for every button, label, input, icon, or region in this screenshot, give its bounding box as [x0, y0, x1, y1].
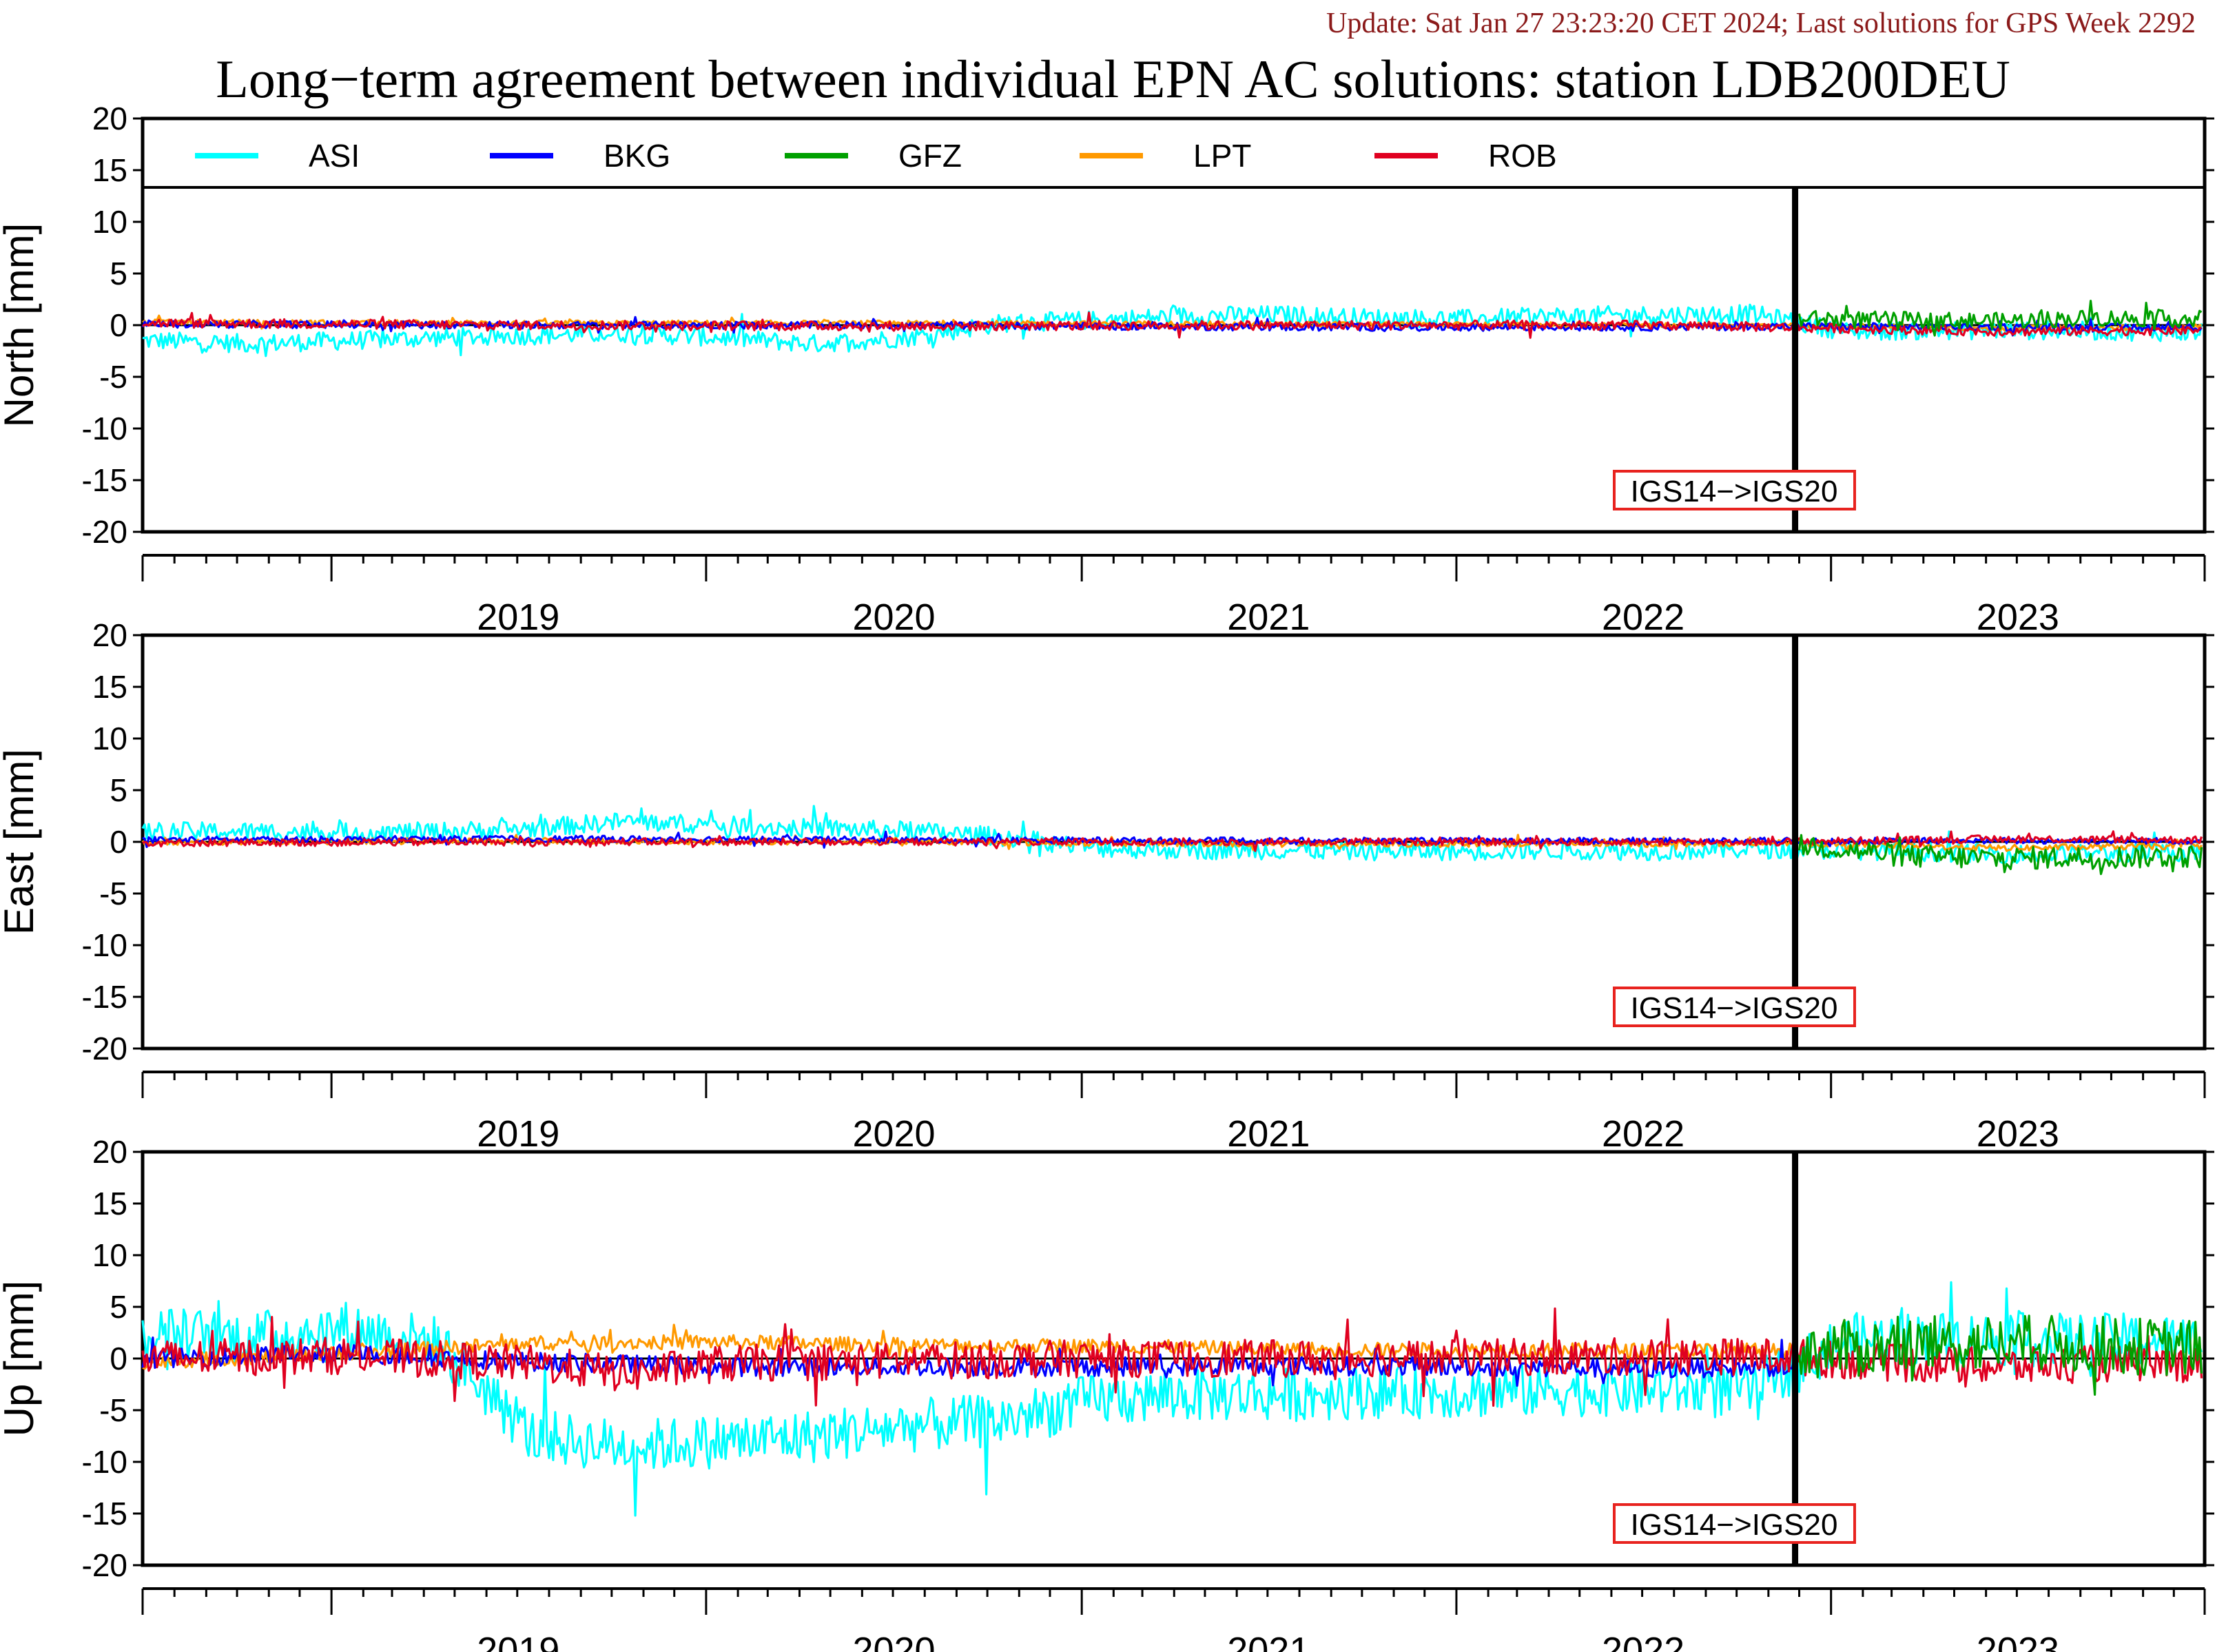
series-line-bkg	[141, 1332, 1797, 1387]
y-tick-label: 0	[110, 824, 127, 860]
y-tick-label: -10	[82, 411, 127, 446]
legend-background	[145, 121, 2202, 185]
x-tick-label: 2020	[852, 597, 935, 638]
series-line-gfz	[1797, 834, 2203, 876]
y-axis-label: Up [mm]	[0, 1281, 42, 1437]
x-tick-label: 2021	[1227, 1630, 1310, 1652]
legend-label-lpt: LPT	[1193, 138, 1251, 174]
x-tick-label: 2021	[1227, 1113, 1310, 1155]
y-tick-label: -15	[82, 462, 127, 498]
y-tick-label: 15	[92, 152, 127, 188]
x-tick-label: 2023	[1977, 597, 2059, 638]
y-tick-label: -5	[99, 1392, 127, 1428]
series-line-asi	[142, 303, 2203, 358]
y-tick-label: -15	[82, 979, 127, 1015]
y-tick-label: 15	[92, 669, 127, 705]
y-tick-label: -20	[82, 1031, 127, 1066]
x-tick-label: 2022	[1602, 1113, 1684, 1155]
y-tick-label: 10	[92, 204, 127, 240]
frame-change-label: IGS14−>IGS20	[1631, 991, 1838, 1025]
y-tick-label: -5	[99, 876, 127, 911]
update-note: Update: Sat Jan 27 23:23:20 CET 2024; La…	[1326, 8, 2196, 39]
panel-east: 20 15 10 5 0 -5 -10 -15 -20 East [mm] IGS14−>IGS20…	[0, 617, 2214, 1155]
x-tick-label: 2020	[852, 1630, 935, 1652]
legend-label-rob: ROB	[1488, 138, 1557, 174]
x-tick-label: 2021	[1227, 597, 1310, 638]
x-tick-label: 2022	[1602, 597, 1684, 638]
y-tick-label: -20	[82, 514, 127, 550]
chart-title: Long−term agreement between individual E…	[216, 49, 2010, 109]
legend: ASI BKG GFZ LPT ROB	[143, 121, 2205, 189]
panel-north: 20 15 10 5 0 -5 -10 -15 -20 North [mm] IGS14−>IGS2…	[0, 101, 2214, 638]
series-line-rob	[142, 311, 2202, 339]
y-tick-label: 10	[92, 721, 127, 756]
y-tick-label: 5	[110, 1289, 127, 1325]
y-tick-label: 5	[110, 256, 127, 291]
y-tick-label: 10	[92, 1237, 127, 1273]
y-tick-label: 5	[110, 772, 127, 808]
x-tick-label: 2020	[852, 1113, 935, 1155]
frame-change-label: IGS14−>IGS20	[1631, 475, 1838, 508]
legend-label-gfz: GFZ	[898, 138, 962, 174]
legend-label-bkg: BKG	[604, 138, 670, 174]
x-tick-label: 2019	[477, 1113, 559, 1155]
y-tick-label: -10	[82, 927, 127, 963]
y-tick-label: -5	[99, 359, 127, 395]
x-tick-label: 2019	[477, 597, 559, 638]
y-tick-label: -10	[82, 1444, 127, 1480]
y-tick-label: 15	[92, 1186, 127, 1221]
series-line-gfz	[1797, 1314, 2203, 1396]
frame-change-box	[1613, 987, 1856, 1027]
y-axis-label: North [mm]	[0, 223, 42, 428]
frame-change-label: IGS14−>IGS20	[1631, 1508, 1838, 1542]
x-tick-label: 2023	[1977, 1113, 2059, 1155]
series-line-rob	[142, 830, 2203, 852]
y-tick-label: 0	[110, 307, 127, 343]
y-tick-label: 20	[92, 101, 127, 136]
x-tick-label: 2022	[1602, 1630, 1684, 1652]
legend-label-asi: ASI	[309, 138, 360, 174]
x-tick-label: 2023	[1977, 1630, 2059, 1652]
y-tick-label: -15	[82, 1496, 127, 1531]
y-tick-label: 20	[92, 617, 127, 653]
series-line-gfz	[1797, 300, 2203, 337]
series-line-asi	[141, 1281, 2203, 1517]
frame-change-box	[1613, 1503, 1856, 1544]
y-tick-label: 0	[110, 1341, 127, 1376]
x-tick-label: 2019	[477, 1630, 559, 1652]
series-line-bkg	[142, 830, 2202, 849]
frame-change-box	[1613, 470, 1856, 510]
panel-up: 20 15 10 5 0 -5 -10 -15 -20 Up [mm] IGS14−>IGS20 20…	[0, 1134, 2214, 1652]
y-tick-label: 20	[92, 1134, 127, 1170]
y-axis-label: East [mm]	[0, 749, 42, 935]
y-tick-label: -20	[82, 1547, 127, 1583]
